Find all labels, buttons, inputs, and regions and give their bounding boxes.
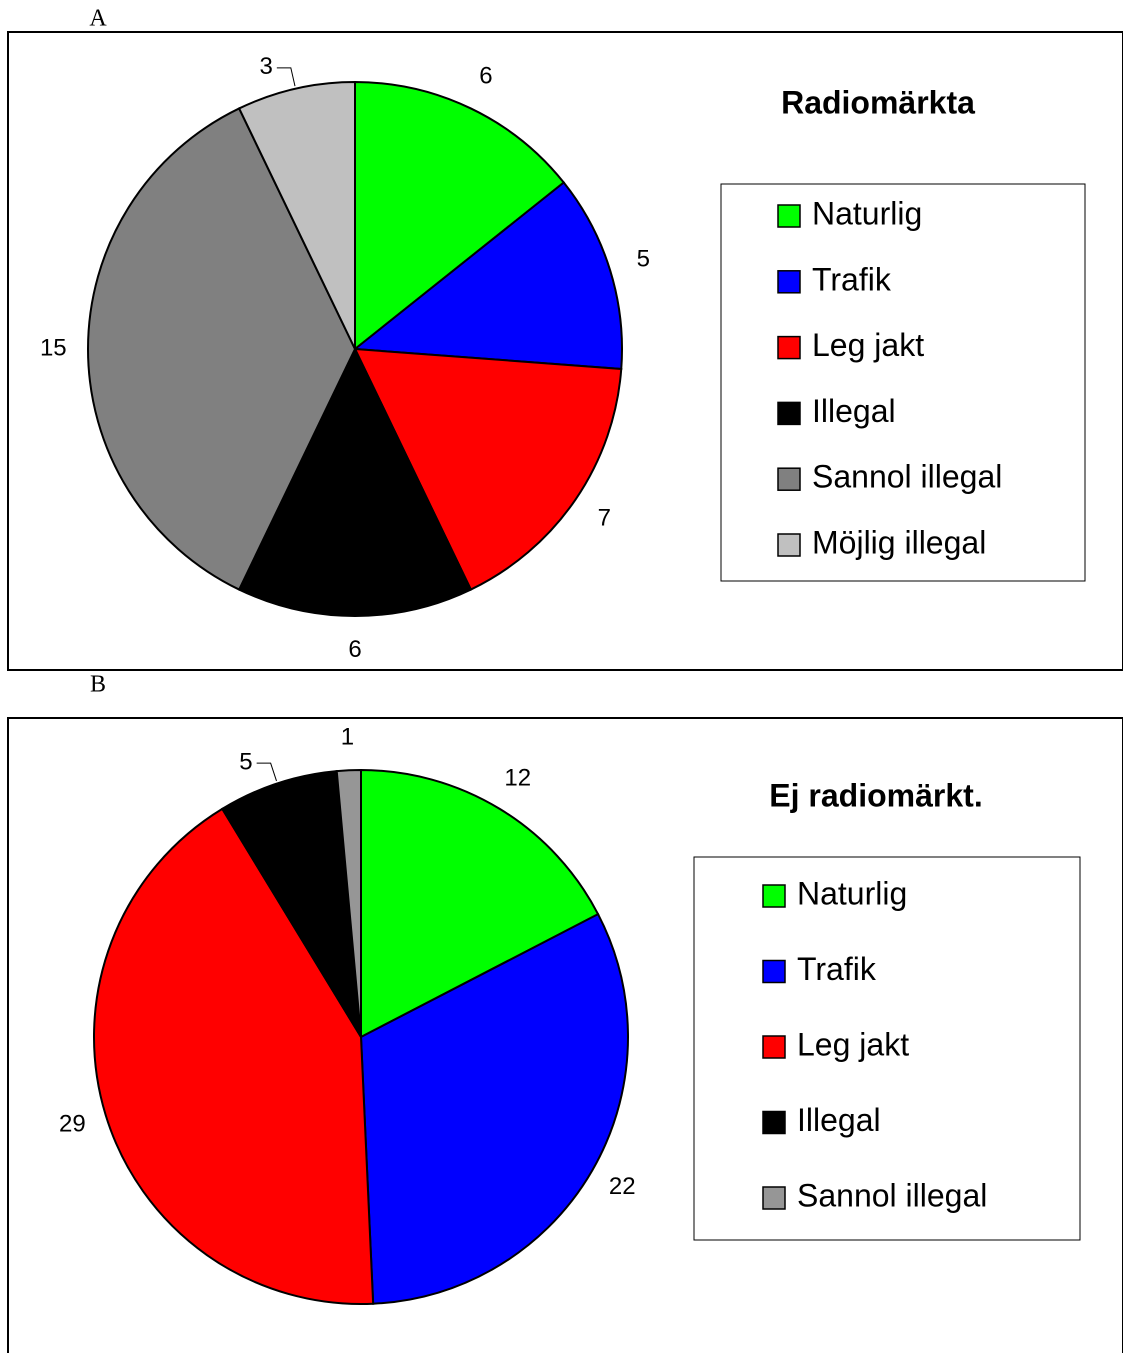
legend-swatch [762, 1110, 786, 1135]
pie-slice [237, 80, 356, 350]
legend-swatch [777, 533, 801, 557]
data-label: 6 [479, 63, 492, 90]
legend-label: Trafik [812, 261, 892, 297]
chart-title: Ej radiomärkt. [769, 777, 982, 813]
legend-swatch [762, 1035, 786, 1059]
data-label: 29 [59, 1110, 86, 1137]
legend-frame [693, 856, 1081, 1241]
data-label: 3 [259, 53, 272, 80]
legend-swatch [777, 401, 801, 426]
panel-frame [7, 31, 1123, 671]
pie-slice [354, 80, 566, 352]
leader-line [276, 67, 296, 87]
panel-label: B [90, 672, 106, 698]
legend-label: Möjlig illegal [812, 524, 986, 560]
pie-slice [352, 181, 623, 371]
data-label: 15 [40, 334, 67, 361]
data-label: 1 [341, 724, 354, 751]
legend-swatch [777, 270, 801, 294]
legend-swatch [777, 204, 801, 228]
pie-slice [335, 768, 362, 1038]
chart-title: Radiomärkta [781, 84, 975, 120]
legend-label: Sannol illegal [812, 459, 1002, 495]
legend-label: Sannol illegal [797, 1177, 987, 1213]
legend-label: Naturlig [797, 875, 907, 911]
data-label: 6 [348, 636, 361, 663]
data-label: 5 [239, 749, 252, 776]
pie-slice [93, 807, 375, 1305]
legend-label: Leg jakt [812, 327, 924, 363]
panel-label: A [89, 6, 107, 32]
leader-line [256, 762, 277, 782]
pie-slice [353, 347, 623, 591]
legend-swatch [762, 959, 786, 984]
pie-slice [360, 768, 600, 1039]
data-label: 22 [609, 1173, 636, 1200]
data-label: 7 [598, 504, 611, 531]
pie-slice [237, 346, 473, 618]
legend-label: Naturlig [812, 195, 922, 231]
pie-slice [220, 770, 362, 1038]
legend-swatch [762, 884, 786, 908]
panel-frame [7, 717, 1123, 1353]
pie-slice [87, 107, 357, 591]
pie-slice [359, 912, 629, 1305]
legend-label: Illegal [812, 393, 896, 429]
legend-label: Leg jakt [797, 1026, 909, 1062]
data-label: 5 [637, 245, 650, 272]
legend-swatch [777, 467, 801, 491]
data-label: 12 [504, 765, 531, 792]
legend-swatch [777, 335, 801, 360]
legend-label: Trafik [797, 951, 877, 987]
legend-swatch [762, 1186, 786, 1210]
legend-label: Illegal [797, 1102, 881, 1138]
legend-frame [720, 183, 1086, 582]
